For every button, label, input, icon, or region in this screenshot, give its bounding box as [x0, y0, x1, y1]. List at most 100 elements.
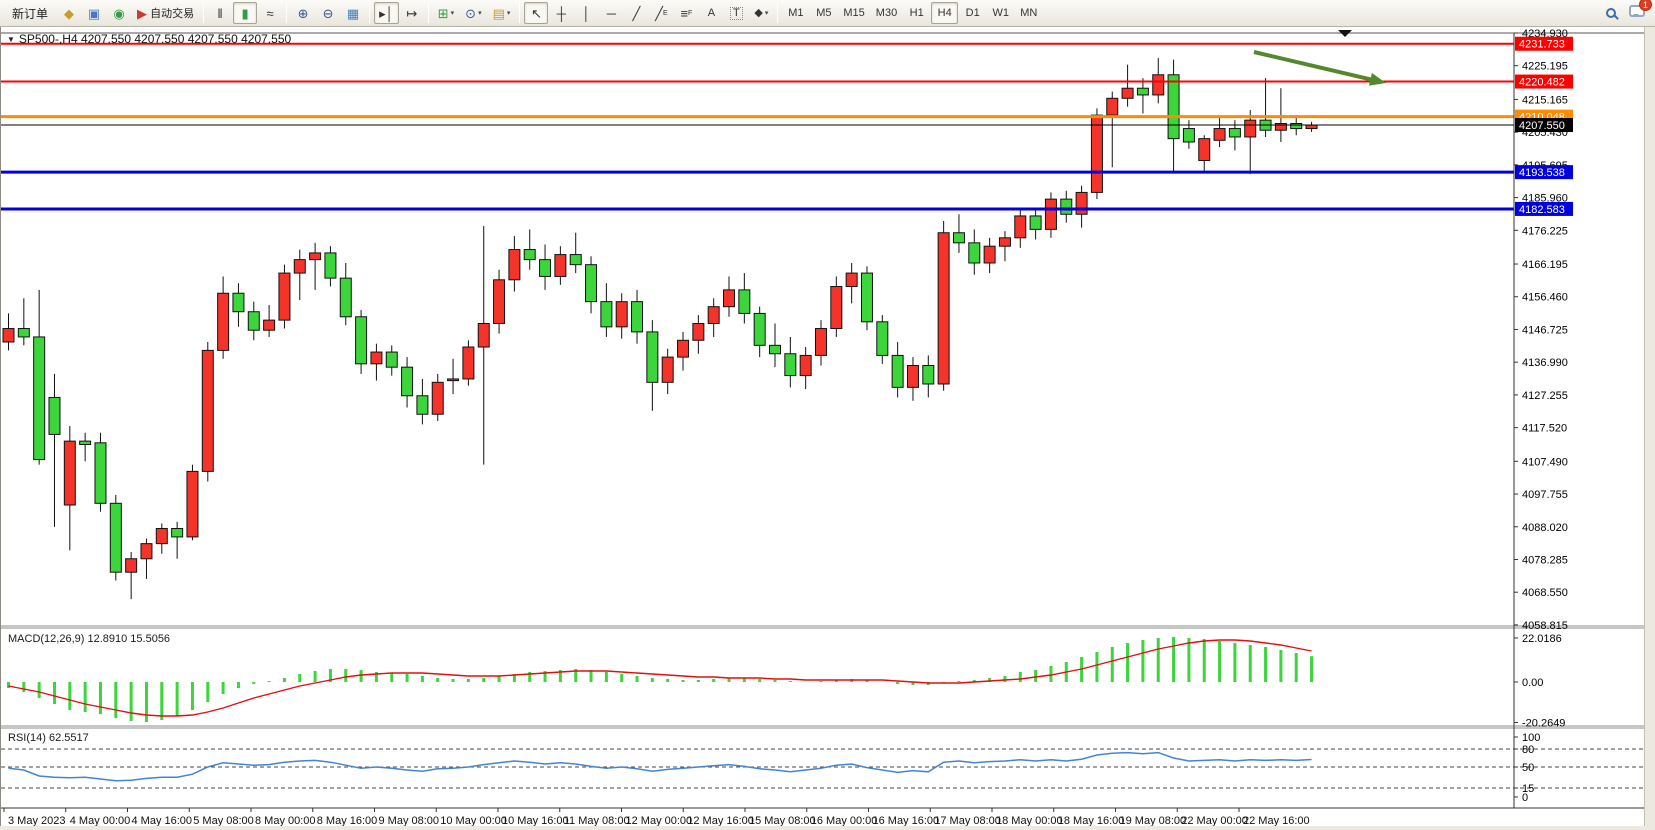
- candlestick-chart-button[interactable]: ▮: [233, 2, 258, 24]
- horizontal-line-icon: ─: [606, 5, 616, 21]
- price-tag-label: 4231.733: [1519, 39, 1565, 51]
- cursor-icon: ↖: [530, 5, 542, 21]
- time-axis-label: 8 May 00:00: [255, 815, 316, 827]
- time-axis-label: 16 May 00:00: [811, 815, 878, 827]
- candle-up: [2, 328, 15, 343]
- channel-button[interactable]: ╱ E: [649, 2, 673, 24]
- timeframe-m1-button[interactable]: M1: [782, 2, 809, 24]
- tile-windows-icon: ▦: [346, 5, 360, 21]
- price-axis-label: 4156.460: [1522, 292, 1568, 304]
- candle-up: [1305, 124, 1318, 130]
- auto-trading-button[interactable]: ▶ 自动交易: [132, 2, 199, 24]
- candle-up: [692, 322, 705, 341]
- zoom-out-button[interactable]: ⊖: [316, 2, 340, 24]
- candle-down: [247, 311, 260, 331]
- text-label-button[interactable]: T: [724, 2, 748, 24]
- trend-arrow-shaft[interactable]: [1253, 50, 1373, 82]
- toolbar-separator: [369, 3, 371, 23]
- candle-up: [278, 272, 291, 321]
- price-axis-label: 4058.815: [1522, 620, 1568, 632]
- rsi-axis-label: 0: [1522, 792, 1528, 804]
- toolbar-separator: [427, 3, 429, 23]
- trend-arrow-head[interactable]: [1368, 73, 1386, 86]
- timeframe-h1-button[interactable]: H1: [903, 2, 930, 24]
- price-tag-label: 4193.538: [1519, 167, 1565, 179]
- time-axis-label: 22 May 16:00: [1243, 815, 1310, 827]
- candle-up: [1152, 74, 1165, 96]
- price-tag-box: [1515, 165, 1573, 180]
- candle-up: [293, 259, 306, 274]
- candle-up: [906, 365, 919, 388]
- caret-down-icon: ▾: [450, 10, 455, 17]
- candle-down: [1060, 198, 1073, 215]
- chart-shift-icon: ↦: [406, 5, 418, 21]
- candle-down: [355, 316, 368, 365]
- new-order-button[interactable]: 新订单: [4, 2, 56, 24]
- line-chart-button[interactable]: ≈: [258, 2, 282, 24]
- templates-button[interactable]: ▤ ▾: [488, 2, 516, 24]
- auto-scroll-button[interactable]: ▸│: [374, 2, 399, 24]
- candle-down: [1228, 128, 1241, 138]
- timeframe-h4-button[interactable]: H4: [931, 2, 959, 24]
- candle-up: [1106, 97, 1119, 116]
- candle-down: [1029, 215, 1042, 230]
- timeframe-mn-button[interactable]: MN: [1015, 2, 1042, 24]
- scroll-marker-icon[interactable]: [1338, 30, 1352, 37]
- timeframe-m5-button[interactable]: M5: [810, 2, 837, 24]
- fibonacci-sub-label: F: [688, 9, 693, 17]
- chart-shift-button[interactable]: ↦: [400, 2, 424, 24]
- time-axis-label: 18 May 16:00: [1058, 815, 1125, 827]
- candle-up: [1274, 123, 1287, 131]
- periods-button[interactable]: ⊙ ▾: [460, 2, 486, 24]
- crosshair-button[interactable]: ┼: [549, 2, 573, 24]
- price-tag-label: 4207.550: [1519, 120, 1565, 132]
- signals-button[interactable]: ◉: [107, 2, 131, 24]
- candle-down: [17, 328, 30, 338]
- vertical-line-button[interactable]: │: [574, 2, 598, 24]
- search-button[interactable]: [1599, 2, 1623, 24]
- community-button[interactable]: 1: [1629, 0, 1652, 22]
- timeframe-m15-button[interactable]: M15: [838, 2, 869, 24]
- annotations[interactable]: [1253, 30, 1386, 86]
- chart-title[interactable]: ▼ SP500-,H4 4207.550 4207.550 4207.550 4…: [7, 32, 291, 46]
- toolbar-separator: [777, 3, 779, 23]
- timeframe-w1-button[interactable]: W1: [987, 2, 1014, 24]
- price-tag-box: [1515, 201, 1573, 216]
- price-axis-label: 4078.285: [1522, 554, 1568, 566]
- chart-window[interactable]: 4234.9304225.1954215.1654205.4304195.695…: [0, 27, 1655, 830]
- cursor-button[interactable]: ↖: [524, 2, 549, 24]
- signals-icon: ◉: [113, 5, 125, 21]
- chart-canvas[interactable]: 4234.9304225.1954215.1654205.4304195.695…: [1, 27, 1654, 828]
- main-toolbar: 新订单 ◆ ▣ ◉ ▶ 自动交易 ‖ ▮ ≈ ⊕ ⊖ ▦ ▸│ ↦ ⊞ ▾ ⊙ ▾ …: [0, 0, 1655, 27]
- horizontal-line-button[interactable]: ─: [599, 2, 623, 24]
- vertical-line-icon: │: [582, 5, 591, 21]
- candle-down: [1182, 128, 1195, 143]
- candle-up: [1090, 114, 1103, 193]
- candle-up: [1198, 138, 1211, 161]
- tile-windows-button[interactable]: ▦: [341, 2, 365, 24]
- time-axis-label: 5 May 08:00: [193, 815, 254, 827]
- time-axis-label: 11 May 08:00: [564, 815, 630, 827]
- trendline-button[interactable]: ╱: [624, 2, 648, 24]
- market-watch-button[interactable]: ▣: [82, 2, 106, 24]
- market-watch-icon: ▣: [87, 5, 101, 21]
- collapse-icon[interactable]: ▼: [7, 34, 15, 44]
- timeframe-d1-button[interactable]: D1: [959, 2, 986, 24]
- arrows-button[interactable]: ◆ ▾: [749, 2, 773, 24]
- candle-up: [998, 237, 1011, 247]
- text-button[interactable]: A: [699, 2, 723, 24]
- candle-up: [1213, 128, 1226, 141]
- candle-up: [1044, 198, 1057, 230]
- price-tag-box: [1515, 74, 1573, 89]
- channel-sub-label: E: [662, 9, 668, 17]
- package-button[interactable]: ◆: [57, 2, 81, 24]
- timeframe-m30-button[interactable]: M30: [871, 2, 902, 24]
- time-axis-label: 8 May 16:00: [317, 815, 378, 827]
- auto-scroll-icon: ▸│: [379, 5, 394, 21]
- zoom-in-button[interactable]: ⊕: [291, 2, 315, 24]
- bar-chart-button[interactable]: ‖: [208, 2, 232, 24]
- price-axis-label: 4097.755: [1522, 489, 1568, 501]
- indicators-button[interactable]: ⊞ ▾: [433, 2, 459, 24]
- candle-up: [155, 528, 168, 545]
- fibonacci-button[interactable]: ≡ F: [674, 2, 698, 24]
